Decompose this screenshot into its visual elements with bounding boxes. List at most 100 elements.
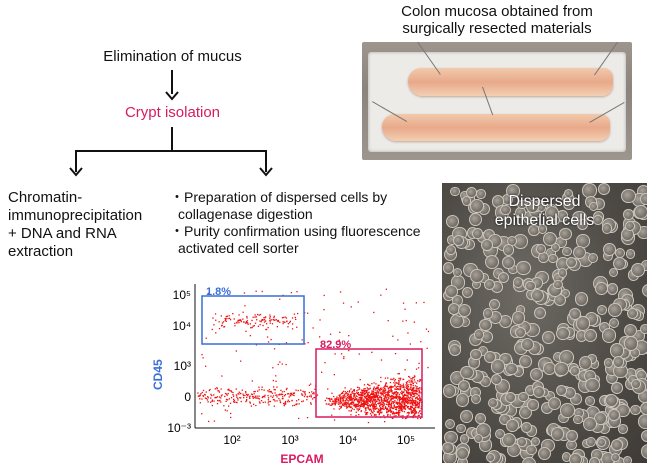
scatter-point bbox=[399, 407, 402, 410]
scatter-point bbox=[400, 386, 402, 388]
scatter-point bbox=[251, 380, 253, 382]
scatter-point bbox=[375, 405, 377, 408]
y-tick-label: 10⁻³ bbox=[167, 421, 191, 435]
scatter-point bbox=[235, 388, 237, 390]
scatter-point bbox=[376, 407, 378, 409]
scatter-point bbox=[270, 338, 272, 341]
scatter-point bbox=[373, 397, 375, 399]
scatter-point bbox=[238, 391, 240, 393]
scatter-point bbox=[370, 403, 372, 406]
scatter-point bbox=[276, 396, 278, 398]
scatter-point bbox=[336, 400, 338, 403]
scatter-point bbox=[369, 405, 371, 407]
scatter-point bbox=[415, 401, 417, 403]
scatter-point bbox=[412, 395, 415, 398]
scatter-point bbox=[373, 410, 375, 413]
scatter-point bbox=[419, 390, 421, 393]
scatter-point bbox=[205, 397, 208, 400]
cell bbox=[525, 280, 536, 292]
cell bbox=[583, 416, 598, 431]
scatter-point bbox=[387, 411, 389, 413]
scatter-point bbox=[406, 398, 409, 400]
scatter-point bbox=[247, 394, 249, 397]
scatter-point bbox=[300, 389, 302, 391]
scatter-point bbox=[308, 384, 310, 386]
scatter-point bbox=[224, 409, 226, 411]
scatter-point bbox=[267, 341, 270, 343]
scatter-point bbox=[288, 396, 290, 398]
scatter-point bbox=[250, 327, 252, 329]
scatter-point bbox=[327, 388, 329, 390]
scatter-point bbox=[379, 407, 381, 409]
scatter-point bbox=[346, 403, 348, 405]
scatter-point bbox=[394, 412, 396, 414]
scatter-point bbox=[361, 391, 363, 394]
scatter-point bbox=[287, 393, 290, 395]
scatter-point bbox=[356, 408, 358, 410]
scatter-point bbox=[400, 384, 402, 387]
scatter-point bbox=[271, 396, 274, 398]
scatter-point bbox=[342, 404, 345, 407]
scatter-point bbox=[226, 394, 228, 396]
scatter-point bbox=[285, 388, 288, 391]
branch-bar bbox=[75, 150, 267, 152]
scatter-point bbox=[395, 402, 397, 405]
scatter-point bbox=[418, 403, 420, 405]
scatter-point bbox=[383, 387, 385, 389]
scatter-point bbox=[272, 399, 275, 401]
scatter-point bbox=[413, 409, 415, 411]
scatter-point bbox=[378, 399, 381, 401]
scatter-point bbox=[285, 317, 288, 319]
scatter-point bbox=[413, 392, 415, 394]
scatter-point bbox=[255, 397, 257, 399]
scatter-point bbox=[388, 404, 390, 406]
scatter-point bbox=[254, 390, 256, 393]
scatter-point bbox=[357, 393, 360, 396]
scatter-point bbox=[362, 406, 365, 408]
scatter-point bbox=[389, 403, 391, 405]
scatter-point bbox=[273, 399, 275, 401]
scatter-point bbox=[244, 305, 246, 307]
scatter-point bbox=[388, 397, 390, 399]
scatter-point bbox=[398, 397, 400, 399]
scatter-point bbox=[394, 400, 396, 402]
scatter-point bbox=[254, 316, 256, 318]
scatter-point bbox=[378, 414, 380, 416]
scatter-point bbox=[257, 390, 259, 392]
scatter-point bbox=[373, 393, 375, 395]
scatter-point bbox=[251, 319, 253, 322]
cell bbox=[469, 212, 483, 226]
scatter-point bbox=[373, 404, 375, 407]
scatter-point bbox=[385, 382, 387, 384]
scatter-point bbox=[415, 404, 417, 406]
scatter-point bbox=[408, 408, 410, 410]
scatter-point bbox=[417, 398, 420, 400]
scatter-point bbox=[390, 405, 392, 407]
scatter-point bbox=[284, 403, 286, 405]
scatter-point bbox=[243, 292, 246, 294]
scatter-point bbox=[319, 336, 321, 338]
cell bbox=[488, 397, 499, 408]
scatter-point bbox=[388, 391, 391, 393]
scatter-point bbox=[250, 393, 253, 395]
scatter-point bbox=[279, 401, 282, 404]
left-branch-line-1: Chromatin- bbox=[8, 189, 83, 206]
cell bbox=[445, 215, 459, 229]
scatter-point bbox=[373, 399, 375, 401]
scatter-point bbox=[304, 391, 306, 393]
scatter-point bbox=[352, 398, 354, 400]
scatter-point bbox=[405, 384, 407, 386]
scatter-point bbox=[339, 400, 341, 402]
scatter-point bbox=[375, 414, 377, 416]
scatter-point bbox=[377, 386, 379, 389]
scatter-point bbox=[353, 403, 355, 405]
scatter-point bbox=[253, 391, 255, 393]
scatter-point bbox=[405, 405, 408, 407]
scatter-point bbox=[252, 396, 254, 398]
scatter-point bbox=[286, 320, 288, 323]
scatter-point bbox=[375, 394, 378, 396]
scatter-point bbox=[243, 397, 245, 399]
cell bbox=[502, 244, 515, 256]
scatter-point bbox=[231, 391, 233, 393]
scatter-point bbox=[382, 390, 384, 392]
